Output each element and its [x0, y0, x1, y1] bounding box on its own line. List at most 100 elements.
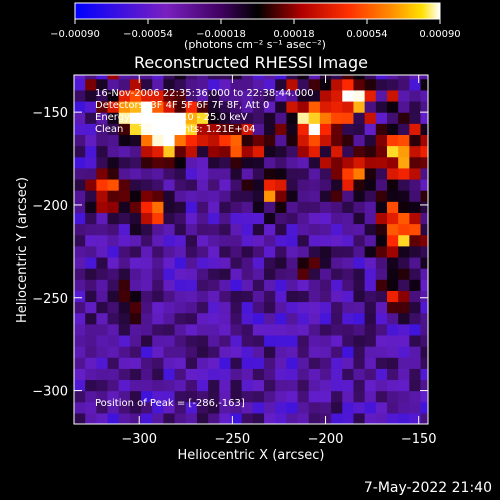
- timestamp: 7-May-2022 21:40: [363, 480, 492, 496]
- heatmap-cell: [174, 156, 187, 169]
- heatmap-cell: [74, 167, 86, 180]
- heatmap-cell: [74, 412, 86, 424]
- heatmap-cell: [275, 89, 287, 102]
- heatmap-cell: [152, 256, 165, 269]
- heatmap-cell: [241, 123, 254, 136]
- heatmap-cell: [375, 223, 388, 236]
- heatmap-cell: [141, 357, 153, 369]
- heatmap-cell: [185, 245, 198, 258]
- heatmap-cell: [364, 212, 377, 225]
- heatmap-cell: [241, 112, 254, 124]
- heatmap-cell: [387, 334, 399, 347]
- heatmap-cell: [308, 368, 321, 381]
- heatmap-cell: [331, 223, 343, 236]
- heatmap-cell: [297, 290, 310, 303]
- heatmap-cell: [230, 290, 243, 303]
- heatmap-cell: [264, 301, 276, 314]
- heatmap-cell: [342, 100, 355, 113]
- heatmap-cell: [364, 167, 377, 180]
- heatmap-cell: [308, 279, 321, 291]
- heatmap-cell: [398, 201, 410, 213]
- heatmap-cell: [241, 89, 254, 102]
- heatmap-cell: [196, 134, 209, 147]
- heatmap-cell: [241, 178, 254, 191]
- heatmap-cell: [308, 390, 321, 403]
- heatmap-cell: [85, 268, 97, 280]
- heatmap-cell: [74, 178, 86, 191]
- heatmap-cell: [319, 89, 332, 102]
- heatmap-cell: [398, 412, 410, 424]
- heatmap-cell: [85, 112, 97, 124]
- heatmap-cell: [353, 145, 366, 158]
- heatmap-cell: [129, 212, 142, 225]
- heatmap-cell: [129, 234, 142, 247]
- heatmap-cell: [163, 100, 176, 113]
- heatmap-cell: [420, 256, 428, 269]
- heatmap-cell: [387, 368, 399, 381]
- heatmap-cell: [107, 379, 120, 392]
- heatmap-cell: [208, 167, 220, 180]
- heatmap-cell: [264, 123, 276, 136]
- x-tick-label: −150: [401, 432, 437, 447]
- heatmap-cell: [420, 178, 428, 191]
- heatmap-cell: [264, 279, 276, 291]
- heatmap-cell: [107, 234, 120, 247]
- heatmap-cell: [219, 379, 232, 392]
- heatmap-cell: [264, 78, 276, 91]
- heatmap-cell: [331, 312, 343, 325]
- heatmap-cell: [107, 390, 120, 403]
- heatmap-cell: [331, 89, 343, 102]
- heatmap-cell: [353, 401, 366, 414]
- heatmap-cell: [230, 156, 243, 169]
- heatmap-cell: [96, 234, 109, 247]
- heatmap-cell: [107, 256, 120, 269]
- heatmap-cell: [275, 223, 287, 236]
- heatmap-cell: [297, 89, 310, 102]
- heatmap-cell: [286, 379, 299, 392]
- heatmap-cell: [196, 178, 209, 191]
- heatmap-cell: [353, 412, 366, 424]
- heatmap-cell: [163, 312, 176, 325]
- heatmap-cell: [375, 234, 388, 247]
- heatmap-cell: [252, 112, 265, 124]
- heatmap-cell: [420, 112, 428, 124]
- heatmap-cell: [387, 75, 399, 80]
- heatmap-cell: [364, 412, 377, 424]
- heatmap-cell: [85, 301, 97, 314]
- heatmap-cell: [420, 78, 428, 91]
- heatmap-cell: [219, 223, 232, 236]
- heatmap-cell: [219, 279, 232, 291]
- heatmap-cell: [208, 390, 220, 403]
- heatmap-cell: [331, 156, 343, 169]
- heatmap-cell: [107, 178, 120, 191]
- heatmap-cell: [331, 234, 343, 247]
- heatmap-cell: [275, 134, 287, 147]
- heatmap-cell: [185, 346, 198, 358]
- heatmap-cell: [74, 156, 86, 169]
- heatmap-cell: [409, 323, 422, 336]
- heatmap-cell: [264, 412, 276, 424]
- heatmap-cell: [152, 201, 165, 213]
- heatmap-cell: [387, 190, 399, 202]
- heatmap-cell: [319, 401, 332, 414]
- heatmap-cell: [163, 256, 176, 269]
- heatmap-cell: [420, 89, 428, 102]
- heatmap-cell: [252, 89, 265, 102]
- heatmap-cell: [420, 134, 428, 147]
- heatmap-cell: [96, 75, 109, 80]
- heatmap-cell: [185, 178, 198, 191]
- heatmap-cell: [353, 78, 366, 91]
- heatmap-cell: [174, 279, 187, 291]
- heatmap-cell: [118, 78, 131, 91]
- heatmap-cell: [409, 379, 422, 392]
- heatmap-cell: [129, 134, 142, 147]
- heatmap-cell: [342, 245, 355, 258]
- heatmap-cell: [208, 256, 220, 269]
- heatmap-cell: [375, 268, 388, 280]
- heatmap-cell: [387, 178, 399, 191]
- heatmap-cell: [219, 145, 232, 158]
- heatmap-cell: [118, 312, 131, 325]
- heatmap-cell: [342, 123, 355, 136]
- heatmap-cell: [286, 145, 299, 158]
- heatmap-cell: [331, 245, 343, 258]
